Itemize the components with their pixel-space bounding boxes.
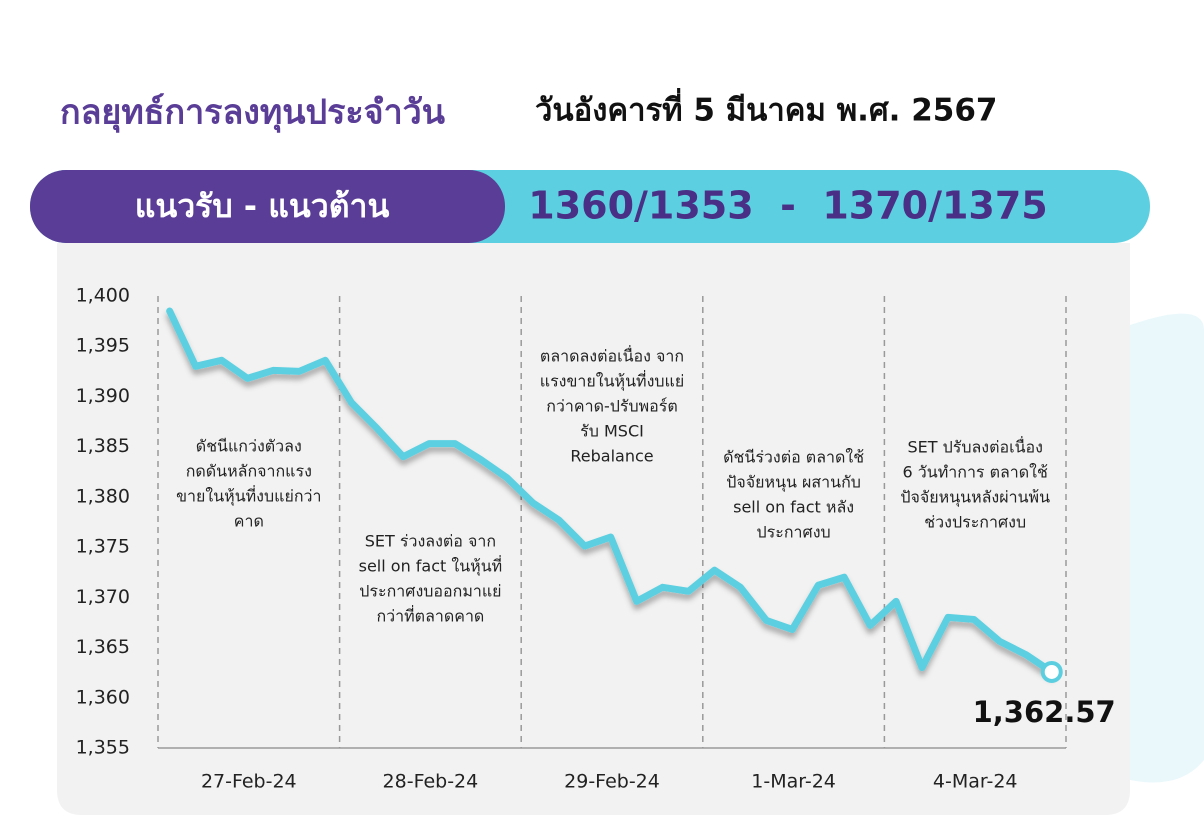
- annotation: ปัจจัยหนุนหลังผ่านพ้น: [900, 488, 1050, 508]
- x-tick-label: 29-Feb-24: [564, 771, 660, 793]
- y-tick-label: 1,375: [76, 536, 130, 558]
- y-tick-label: 1,355: [76, 737, 130, 759]
- annotation: Rebalance: [570, 447, 653, 466]
- y-tick-label: 1,380: [76, 485, 130, 507]
- annotation: รับ MSCI: [580, 422, 644, 441]
- y-tick-label: 1,385: [76, 435, 130, 457]
- annotation: ประกาศงบ: [757, 523, 831, 542]
- annotation: ปัจจัยหนุน ผสานกับ: [726, 473, 861, 493]
- annotation: แรงขายในหุ้นที่งบแย่: [540, 370, 684, 392]
- annotation: ช่วงประกาศงบ: [924, 513, 1026, 532]
- annotation: sell on fact ในหุ้นที่: [359, 555, 503, 577]
- line: [166, 307, 1056, 676]
- banner-levels: 1360/1353 - 1370/1375: [528, 184, 1048, 228]
- y-tick-label: 1,365: [76, 636, 130, 658]
- title: กลยุทธ์การลงทุนประจำวัน: [60, 93, 445, 134]
- y-tick-label: 1,400: [76, 285, 130, 307]
- annotation: ประกาศงบออกมาแย่: [359, 582, 501, 601]
- value-label: 1,362.57: [973, 695, 1116, 729]
- date: วันอังคารที่ 5 มีนาคม พ.ศ. 2567: [535, 88, 997, 129]
- annotation: ดัชนีแกว่งตัวลง: [196, 437, 302, 456]
- annotation: กดดันหลักจากแรง: [186, 462, 312, 481]
- plot: 1,355 1,360 1,365 1,370 1,375 1,380 1,385 1,390…: [76, 285, 1116, 793]
- annotation: กว่าคาด-ปรับพอร์ต: [546, 397, 678, 416]
- annotation: 6 วันทำการ ตลาดใช้: [903, 463, 1048, 482]
- y-tick-label: 1,360: [76, 686, 130, 708]
- annotation: ตลาดลงต่อเนื่อง จาก: [540, 345, 684, 366]
- x-tick-label: 4-Mar-24: [933, 771, 1018, 793]
- annotation: SET ร่วงลงต่อ จาก: [365, 532, 496, 551]
- annotation: ขายในหุ้นที่งบแย่กว่า: [176, 485, 321, 507]
- y-tick-label: 1,395: [76, 335, 130, 357]
- banner-label: แนวรับ - แนวต้าน: [135, 187, 390, 225]
- y-tick-label: 1,390: [76, 385, 130, 407]
- annotation: ดัชนีร่วงต่อ ตลาดใช้: [723, 448, 864, 467]
- annotation: กว่าที่ตลาดคาด: [376, 605, 484, 626]
- banner-label-bg: [30, 170, 505, 243]
- x-tick-label: 28-Feb-24: [383, 771, 479, 793]
- x-tick-label: 27-Feb-24: [201, 771, 297, 793]
- annotation: คาด: [234, 512, 264, 531]
- annotation: sell on fact หลัง: [733, 498, 854, 517]
- chart-card: [57, 243, 1130, 815]
- y-tick-label: 1,370: [76, 586, 130, 608]
- x-tick-label: 1-Mar-24: [751, 771, 836, 793]
- decoration: [1130, 313, 1204, 783]
- annotation: SET ปรับลงต่อเนื่อง: [907, 436, 1042, 457]
- end-point: [1040, 660, 1063, 683]
